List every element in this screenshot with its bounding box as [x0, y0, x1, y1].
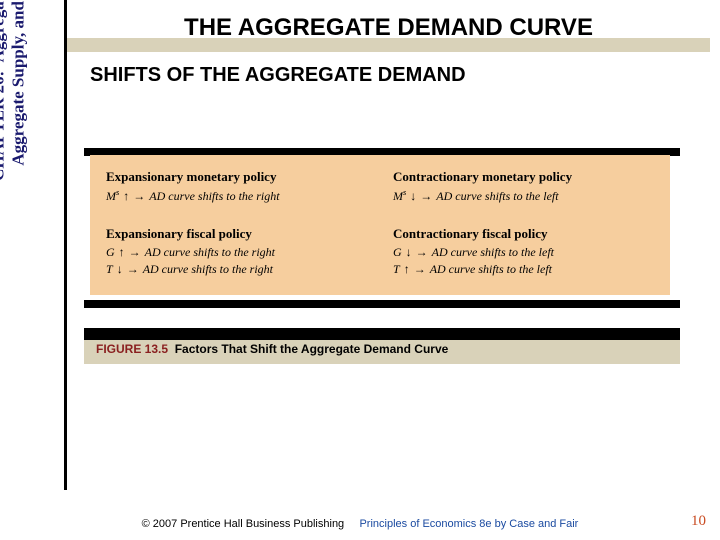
con-fiscal-var1: G — [393, 245, 402, 259]
figure-bottombar — [84, 300, 680, 308]
exp-fiscal-effect2: AD curve shifts to the right — [143, 262, 273, 277]
con-fiscal-cell: Contractionary fiscal policy G AD curve … — [393, 226, 654, 279]
con-monetary-var: M — [393, 189, 403, 203]
vertical-divider — [64, 0, 67, 490]
figure-box: Expansionary monetary policy Ms AD curve… — [90, 155, 670, 295]
con-fiscal-line2: T AD curve shifts to the left — [393, 262, 654, 277]
figure-grid: Expansionary monetary policy Ms AD curve… — [106, 169, 654, 279]
con-fiscal-heading: Contractionary fiscal policy — [393, 226, 654, 242]
exp-fiscal-effect1: AD curve shifts to the right — [145, 245, 275, 260]
exp-monetary-var: M — [106, 189, 116, 203]
section-title: SHIFTS OF THE AGGREGATE DEMAND — [90, 64, 466, 87]
arrow-down-icon — [410, 189, 416, 204]
arrow-right-icon — [133, 189, 145, 204]
footer-book: Principles of Economics 8e by Case and F… — [359, 518, 578, 530]
chapter-label: CHAPTER 26: Aggregate Demand,Aggregate S… — [0, 0, 28, 280]
con-fiscal-effect2: AD curve shifts to the left — [430, 262, 552, 277]
con-fiscal-line1: G AD curve shifts to the left — [393, 245, 654, 260]
con-monetary-sup: s — [403, 188, 406, 197]
figure-caption-wrap: FIGURE 13.5 Factors That Shift the Aggre… — [84, 328, 680, 364]
con-monetary-line: Ms AD curve shifts to the left — [393, 188, 654, 204]
page-number: 10 — [691, 513, 706, 530]
exp-monetary-effect: AD curve shifts to the right — [149, 189, 279, 204]
footer-copyright: © 2007 Prentice Hall Business Publishing — [142, 518, 345, 530]
figure-caption: FIGURE 13.5 Factors That Shift the Aggre… — [96, 342, 448, 356]
con-fiscal-effect1: AD curve shifts to the left — [432, 245, 554, 260]
exp-fiscal-line1: G AD curve shifts to the right — [106, 245, 367, 260]
slide-title: THE AGGREGATE DEMAND CURVE — [67, 10, 710, 42]
exp-fiscal-line2: T AD curve shifts to the right — [106, 262, 367, 277]
arrow-up-icon — [404, 262, 410, 277]
arrow-right-icon — [420, 189, 432, 204]
arrow-right-icon — [127, 262, 139, 277]
spacer — [393, 210, 654, 222]
exp-monetary-sup: s — [116, 188, 119, 197]
exp-monetary-line: Ms AD curve shifts to the right — [106, 188, 367, 204]
arrow-up-icon — [123, 189, 129, 204]
slide-title-wrap: THE AGGREGATE DEMAND CURVE — [67, 10, 710, 52]
figure-caption-text: Factors That Shift the Aggregate Demand … — [175, 342, 449, 356]
arrow-right-icon — [414, 262, 426, 277]
arrow-right-icon — [129, 245, 141, 260]
exp-fiscal-heading: Expansionary fiscal policy — [106, 226, 367, 242]
spacer — [106, 210, 367, 222]
con-monetary-heading: Contractionary monetary policy — [393, 169, 654, 185]
exp-monetary-heading: Expansionary monetary policy — [106, 169, 367, 185]
exp-monetary-cell: Expansionary monetary policy Ms AD curve… — [106, 169, 367, 206]
figure-number: FIGURE 13.5 — [96, 342, 168, 356]
con-monetary-effect: AD curve shifts to the left — [436, 189, 558, 204]
arrow-down-icon — [117, 262, 123, 277]
arrow-up-icon — [119, 245, 125, 260]
con-fiscal-var2: T — [393, 262, 400, 276]
footer: © 2007 Prentice Hall Business Publishing… — [0, 518, 720, 530]
caption-blackbar — [84, 328, 680, 340]
con-monetary-cell: Contractionary monetary policy Ms AD cur… — [393, 169, 654, 206]
exp-fiscal-cell: Expansionary fiscal policy G AD curve sh… — [106, 226, 367, 279]
exp-fiscal-var2: T — [106, 262, 113, 276]
exp-fiscal-var1: G — [106, 245, 115, 259]
arrow-down-icon — [406, 245, 412, 260]
arrow-right-icon — [416, 245, 428, 260]
